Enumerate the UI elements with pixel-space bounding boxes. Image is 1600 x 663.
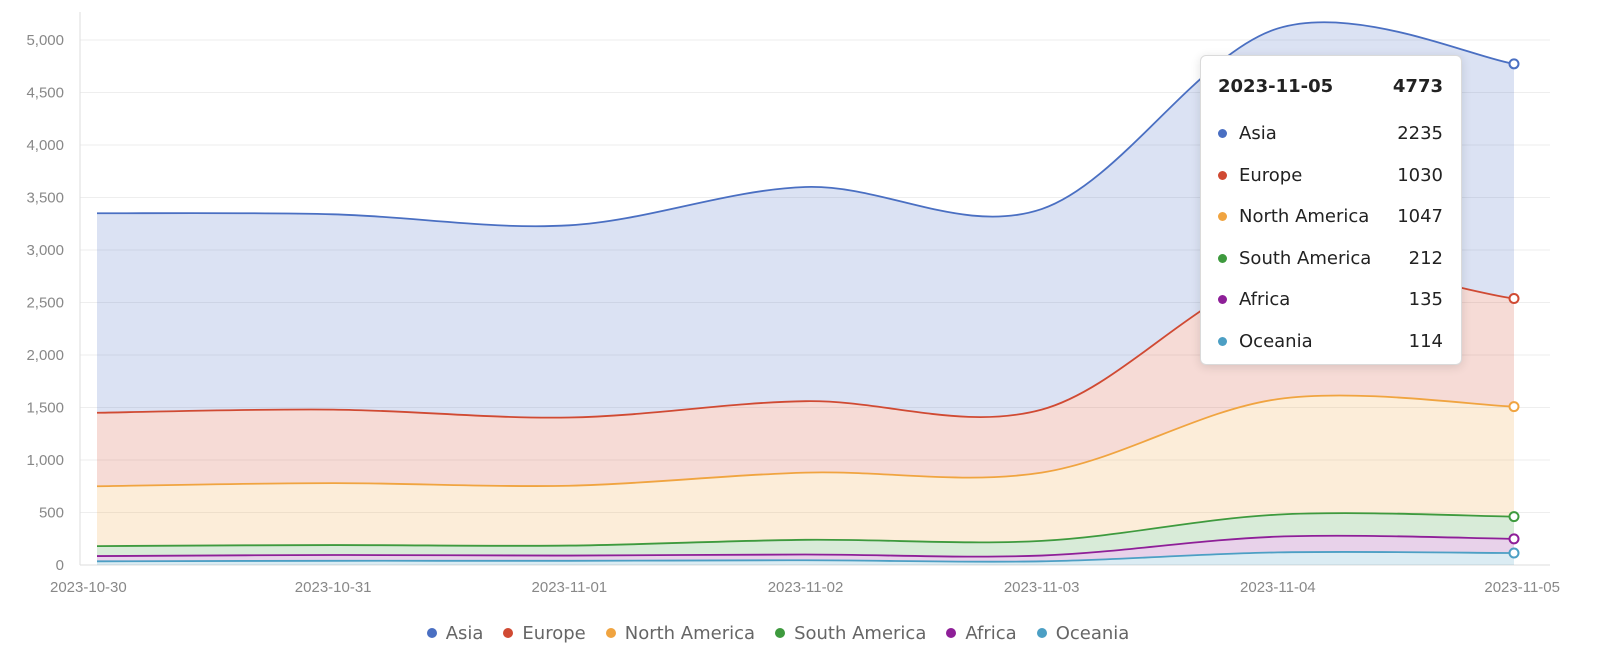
legend-label: Asia (445, 622, 484, 644)
legend-dot-icon (946, 628, 957, 638)
axes: 0 500 1,000 1,500 2,000 2,500 3,000 3,500 4,000 4… (26, 12, 1560, 596)
legend-item-africa[interactable]: Africa (946, 622, 1017, 644)
chart-legend: Asia Europe North America South America … (0, 618, 1556, 648)
x-tick-label: 2023-10-31 (295, 579, 372, 596)
y-tick-label: 3,500 (26, 190, 64, 207)
tooltip-total: 4773 (1392, 75, 1443, 97)
legend-item-europe[interactable]: Europe (503, 622, 586, 644)
tooltip-series-name: Africa (1239, 289, 1291, 311)
y-tick-label: 3,000 (26, 242, 64, 259)
point-south-america[interactable] (1508, 511, 1520, 523)
tooltip-row: Europe 1030 (1218, 155, 1443, 197)
tooltip-row: Oceania 114 (1218, 321, 1443, 363)
legend-label: Europe (522, 622, 586, 644)
highlight-points (1508, 58, 1520, 559)
legend-label: South America (794, 622, 927, 644)
x-tick-label: 2023-11-05 (1484, 579, 1560, 596)
y-tick-label: 0 (56, 557, 64, 574)
series-dot-icon (1218, 295, 1227, 305)
area-oceania (97, 551, 1514, 565)
tooltip-row: Africa 135 (1218, 279, 1443, 321)
line-asia (96, 21, 1515, 228)
data-tooltip: 2023-11-05 4773 Asia 2235 Europe 1030 No… (1200, 55, 1462, 365)
tooltip-series-name: South America (1239, 247, 1372, 269)
legend-label: Africa (965, 622, 1017, 644)
legend-item-asia[interactable]: Asia (426, 622, 484, 644)
tooltip-header: 2023-11-05 4773 (1218, 72, 1443, 100)
tooltip-rows: Asia 2235 Europe 1030 North America 1047… (1218, 113, 1443, 362)
point-north-america[interactable] (1508, 401, 1520, 413)
tooltip-series-name: North America (1239, 206, 1370, 228)
tooltip-series-value: 114 (1408, 330, 1443, 352)
y-tick-label: 2,500 (26, 295, 64, 312)
tooltip-row: South America 212 (1218, 238, 1443, 280)
legend-item-south-america[interactable]: South America (775, 623, 926, 644)
series-dot-icon (1218, 129, 1227, 139)
y-tick-label: 4,500 (26, 85, 64, 102)
line-africa (96, 534, 1515, 558)
tooltip-row: North America 1047 (1218, 196, 1443, 238)
legend-item-north-america[interactable]: North America (605, 622, 756, 644)
tooltip-series-value: 1030 (1397, 164, 1443, 186)
x-tick-label: 2023-11-01 (532, 579, 608, 596)
tooltip-date: 2023-11-05 (1218, 75, 1334, 97)
area-africa (97, 535, 1514, 562)
series-dot-icon (1218, 212, 1227, 222)
x-tick-label: 2023-11-03 (1004, 579, 1080, 596)
x-tick-label: 2023-10-30 (50, 579, 127, 596)
series-dot-icon (1218, 170, 1227, 180)
line-oceania (96, 551, 1515, 563)
line-south-america (96, 512, 1515, 547)
legend-item-oceania[interactable]: Oceania (1036, 622, 1130, 644)
point-oceania[interactable] (1508, 547, 1520, 559)
area-asia (97, 22, 1514, 418)
point-asia[interactable] (1508, 58, 1520, 70)
legend-dot-icon (503, 628, 514, 638)
y-tick-label: 5,000 (26, 32, 64, 49)
tooltip-series-value: 135 (1408, 289, 1443, 311)
y-tick-label: 1,000 (26, 452, 64, 469)
tooltip-series-value: 1047 (1397, 206, 1443, 228)
legend-label: Oceania (1055, 622, 1130, 644)
tooltip-series-name: Europe (1239, 164, 1303, 186)
point-africa[interactable] (1508, 533, 1520, 545)
legend-dot-icon (775, 628, 786, 638)
area-europe (97, 268, 1514, 487)
area-north-america (97, 395, 1514, 547)
x-tick-label: 2023-11-04 (1240, 579, 1316, 596)
tooltip-series-name: Asia (1239, 123, 1277, 145)
line-north-america (96, 394, 1515, 488)
series-dot-icon (1218, 336, 1227, 346)
series-dot-icon (1218, 253, 1227, 263)
tooltip-series-value: 2235 (1397, 123, 1443, 145)
tooltip-series-value: 212 (1408, 247, 1443, 269)
y-tick-label: 4,000 (26, 137, 64, 154)
legend-label: North America (624, 622, 756, 644)
legend-dot-icon (426, 628, 437, 638)
tooltip-series-name: Oceania (1239, 330, 1313, 352)
y-tick-label: 500 (39, 505, 64, 522)
tooltip-row: Asia 2235 (1218, 113, 1443, 155)
y-tick-label: 1,500 (26, 400, 64, 417)
legend-dot-icon (605, 628, 616, 638)
point-europe[interactable] (1508, 293, 1520, 305)
y-tick-label: 2,000 (26, 347, 64, 364)
legend-dot-icon (1036, 628, 1047, 638)
x-tick-label: 2023-11-02 (768, 579, 844, 596)
